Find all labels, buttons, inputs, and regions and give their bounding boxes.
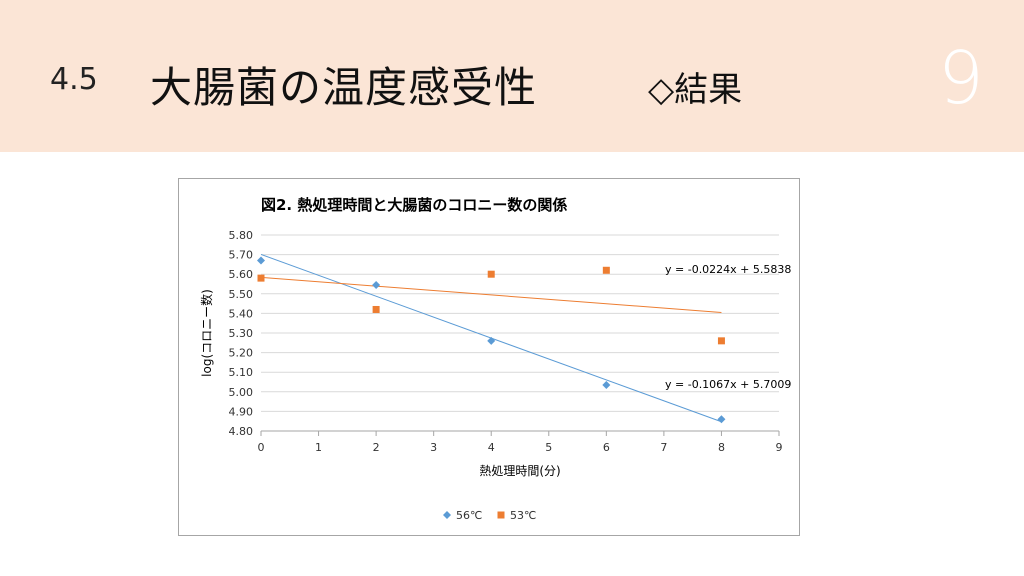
data-point	[487, 270, 495, 278]
data-point	[372, 305, 380, 313]
x-tick-label: 6	[603, 441, 610, 454]
x-axis-title: 熱処理時間(分)	[479, 464, 560, 478]
y-tick-label: 5.40	[229, 307, 254, 320]
data-point	[717, 415, 726, 424]
y-tick-label: 5.70	[229, 249, 254, 262]
x-tick-label: 9	[776, 441, 783, 454]
legend-label: 56℃	[456, 509, 482, 522]
y-axis-title: log(コロニー数)	[199, 289, 214, 377]
data-point	[487, 336, 496, 345]
y-tick-label: 5.20	[229, 347, 254, 360]
legend-marker	[497, 511, 505, 519]
y-tick-label: 4.80	[229, 425, 254, 438]
slide-header: 4.5 大腸菌の温度感受性 ◇結果 9	[0, 0, 1024, 152]
x-tick-label: 2	[373, 441, 380, 454]
scatter-chart: 図2. 熱処理時間と大腸菌のコロニー数の関係 4.80 4.90 5.00 5.10 5.…	[199, 196, 791, 522]
section-number: 4.5	[50, 62, 98, 97]
x-tick-label: 7	[660, 441, 667, 454]
y-tick-label: 4.90	[229, 405, 254, 418]
y-tick-label: 5.30	[229, 327, 254, 340]
legend-label: 53℃	[510, 509, 536, 522]
slide-title: 大腸菌の温度感受性	[150, 63, 538, 112]
chart-frame: 図2. 熱処理時間と大腸菌のコロニー数の関係 4.80 4.90 5.00 5.10 5.…	[178, 178, 800, 536]
x-tick-label: 8	[718, 441, 725, 454]
x-tick-label: 1	[315, 441, 322, 454]
y-tick-label: 5.10	[229, 366, 254, 379]
trendline-2	[260, 276, 722, 313]
data-point	[257, 274, 265, 282]
y-tick-label: 5.50	[229, 288, 254, 301]
data-point	[602, 380, 611, 389]
data-point	[257, 256, 265, 265]
x-tick-label: 4	[488, 441, 495, 454]
x-tick-label: 0	[258, 441, 265, 454]
chart-title: 図2. 熱処理時間と大腸菌のコロニー数の関係	[261, 196, 567, 214]
trendline-equation-2: y = -0.0224x + 5.5838	[665, 263, 791, 276]
x-tick-label: 5	[545, 441, 552, 454]
data-point	[372, 280, 381, 289]
legend-marker	[443, 511, 451, 519]
slide-subtitle: ◇結果	[648, 70, 743, 110]
x-tick-label: 3	[430, 441, 437, 454]
y-tick-label: 5.60	[229, 268, 254, 281]
data-point	[602, 266, 610, 274]
data-point	[717, 337, 725, 345]
y-tick-label: 5.80	[229, 229, 254, 242]
page-number: 9	[938, 36, 984, 120]
trendline-equation-1: y = -0.1067x + 5.7009	[665, 378, 791, 391]
y-tick-label: 5.00	[229, 386, 254, 399]
